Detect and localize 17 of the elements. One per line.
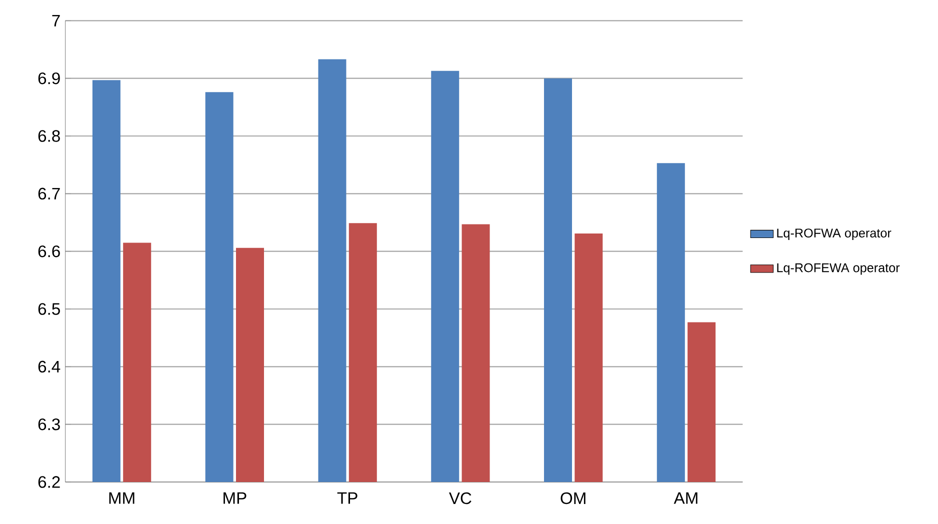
x-tick-label: MM <box>109 492 134 504</box>
y-tick-label: 6.2 <box>38 476 60 488</box>
y-tick-label: 6.6 <box>38 245 60 258</box>
y-tick-label: 6.7 <box>38 188 60 200</box>
legend-label: Lq-ROFEWA operator <box>777 263 900 275</box>
y-tick-label: 7 <box>52 14 60 26</box>
y-tick-label: 6.8 <box>38 130 60 142</box>
y-tick-label: 6.3 <box>38 418 60 430</box>
x-tick-label: AM <box>674 492 698 504</box>
y-tick-label: 6.5 <box>38 303 60 315</box>
legend-label: Lq-ROFWA operator <box>777 228 892 240</box>
x-tick-label: TP <box>337 492 358 504</box>
x-tick-label: VC <box>449 492 472 504</box>
y-tick-label: 6.9 <box>38 72 60 84</box>
x-tick-label: MP <box>224 492 246 504</box>
x-tick-label: OM <box>560 492 586 504</box>
y-tick-label: 6.4 <box>38 360 60 373</box>
